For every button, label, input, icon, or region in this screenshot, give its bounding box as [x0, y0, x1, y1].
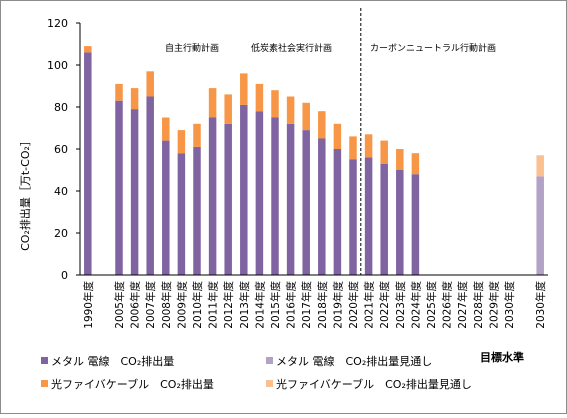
x-tick-label: 2007年度	[144, 281, 157, 329]
x-tick-label: 2028年度	[472, 281, 485, 329]
bar-metal	[380, 163, 388, 275]
y-axis: 0 20 40 60 80 100 120	[47, 17, 81, 282]
bar-fiber	[318, 111, 326, 139]
y-tick-label: 120	[47, 17, 68, 30]
bar-metal	[333, 149, 342, 275]
legend-label-metal: メタル 電線 CO₂排出量	[51, 354, 174, 368]
annotation-teitanso: 低炭素社会実行計画	[251, 42, 332, 54]
bar-fiber-forecast	[536, 155, 544, 177]
x-tick-label: 2016年度	[285, 281, 298, 329]
bar-metal	[177, 153, 186, 275]
legend-label-fiber-forecast: 光ファイバケーブル CO₂排出量見通し	[276, 377, 472, 391]
legend-swatch-metal	[41, 357, 48, 364]
bar-fiber	[177, 130, 186, 154]
bar-metal	[271, 117, 279, 275]
bar-metal	[396, 170, 404, 275]
x-tick-label: 2006年度	[129, 281, 142, 329]
x-tick-label: 2024年度	[409, 281, 422, 329]
legend-swatch-fiber	[41, 380, 48, 387]
bar-metal	[193, 146, 201, 275]
y-tick-label: 80	[54, 101, 68, 114]
bar-fiber	[130, 88, 139, 110]
x-tick-label: 2009年度	[175, 281, 188, 329]
legend-label-metal-forecast: メタル 電線 CO₂排出量見通し	[276, 354, 432, 368]
bar-metal	[208, 117, 217, 275]
bar-fiber	[271, 90, 279, 118]
x-tick-label: 2013年度	[238, 281, 251, 329]
x-tick-label: 2030年度	[503, 281, 516, 329]
bar-metal	[349, 159, 357, 275]
bar-metal-forecast	[536, 176, 544, 275]
x-labels: 1990年度 2005年度 2006年度 2007年度 2008年度 2009年度 2010…	[82, 281, 547, 329]
x-tick-label: 2026年度	[441, 281, 454, 329]
bar-fiber	[286, 96, 295, 124]
x-tick-label: 2019年度	[331, 281, 344, 329]
x-tick-label: 1990年度	[82, 281, 95, 329]
bar-metal	[146, 96, 154, 275]
bar-metal	[115, 100, 123, 275]
x-tick-label: 2025年度	[425, 281, 438, 329]
bars	[84, 46, 544, 276]
annotation-jishu: 自主行動計画	[165, 42, 219, 54]
bar-metal	[364, 157, 373, 275]
bar-fiber	[208, 88, 217, 118]
bar-metal	[255, 111, 264, 275]
legend-swatch-metal-forecast	[266, 357, 273, 364]
x-tick-label: 2018年度	[316, 281, 329, 329]
bar-metal	[302, 130, 310, 275]
bar-fiber	[349, 136, 357, 160]
x-tick-label: 2027年度	[456, 281, 469, 329]
annotation-carbon-neutral: カーボンニュートラル行動計画	[370, 42, 496, 54]
bar-fiber	[162, 117, 170, 141]
x-tick-label: 2011年度	[207, 281, 220, 329]
legend-label-fiber: 光ファイバケーブル CO₂排出量	[51, 377, 214, 391]
bar-fiber	[146, 71, 154, 97]
bar-fiber	[302, 102, 310, 131]
bar-fiber	[333, 123, 342, 149]
bar-fiber	[115, 83, 123, 101]
bar-fiber	[380, 140, 388, 164]
legend: メタル 電線 CO₂排出量 光ファイバケーブル CO₂排出量 メタル 電線 CO…	[41, 354, 472, 391]
bar-fiber	[255, 83, 264, 112]
x-tick-label: 2010年度	[191, 281, 204, 329]
y-tick-label: 0	[61, 269, 68, 282]
bar-fiber	[364, 134, 373, 158]
y-axis-title: CO₂排出量［万t-CO₂］	[18, 135, 32, 251]
y-tick-label: 20	[54, 227, 68, 240]
bar-fiber	[224, 94, 232, 124]
x-tick-label: 2017年度	[300, 281, 313, 329]
y-tick-label: 60	[54, 143, 68, 156]
x-tick-label: 2014年度	[253, 281, 266, 329]
x-tick-label: 2029年度	[487, 281, 500, 329]
bar-metal	[240, 104, 248, 276]
x-tick-label: 2030年度	[534, 281, 547, 329]
bar-fiber	[193, 123, 201, 147]
legend-swatch-fiber-forecast	[266, 380, 273, 387]
bar-fiber	[84, 46, 92, 53]
bar-metal	[411, 174, 420, 275]
bar-metal	[130, 109, 139, 275]
bar-metal	[224, 123, 232, 275]
x-tick-label: 2012年度	[222, 281, 235, 329]
x-tick-label: 2015年度	[269, 281, 282, 329]
y-tick-label: 100	[47, 59, 68, 72]
bar-fiber	[396, 149, 404, 170]
bar-fiber	[411, 153, 420, 175]
y-tick-label: 40	[54, 185, 68, 198]
x-tick-label: 2005年度	[113, 281, 126, 329]
x-tick-label: 2022年度	[378, 281, 391, 329]
bar-metal	[84, 52, 92, 276]
x-tick-label: 2020年度	[347, 281, 360, 329]
x-tick-label: 2008年度	[160, 281, 173, 329]
bar-fiber	[240, 73, 248, 105]
bar-metal	[286, 123, 295, 275]
bar-metal	[318, 138, 326, 275]
target-level-label: 目標水準	[480, 350, 524, 364]
bar-metal	[162, 140, 170, 275]
x-tick-label: 2021年度	[363, 281, 376, 329]
x-tick-label: 2023年度	[394, 281, 407, 329]
